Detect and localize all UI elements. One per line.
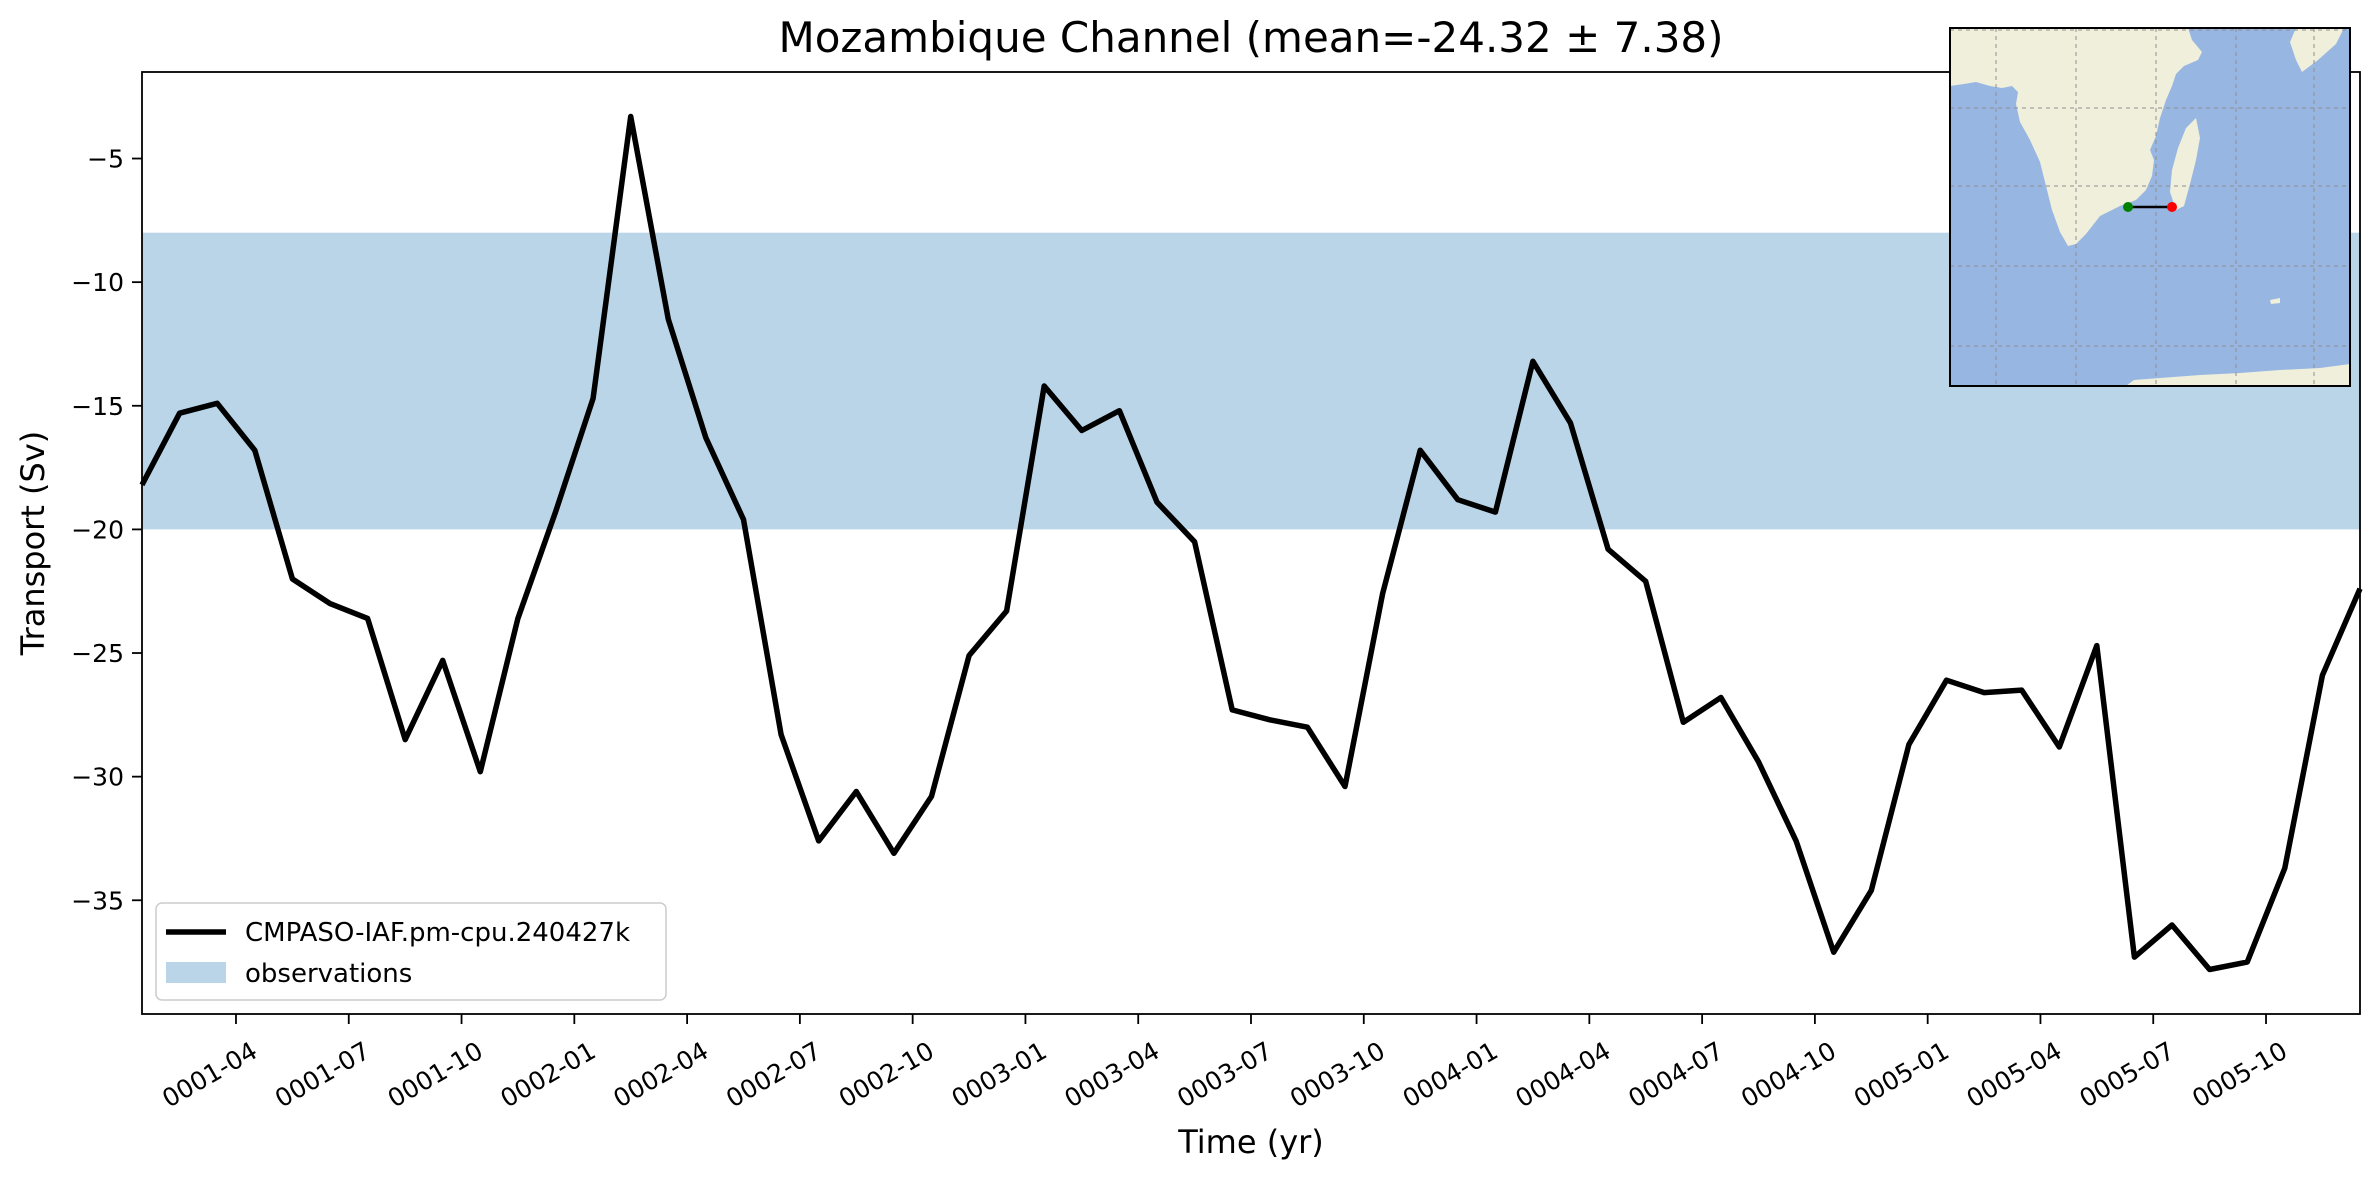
x-tick-label: 0003-10 xyxy=(1285,1036,1390,1113)
x-tick-label: 0005-01 xyxy=(1849,1036,1954,1113)
madagascar xyxy=(2170,118,2200,210)
antarctica-edge xyxy=(2126,364,2350,386)
x-tick-label: 0004-10 xyxy=(1736,1036,1841,1113)
x-tick-label: 0004-04 xyxy=(1511,1036,1616,1113)
x-tick-label: 0005-04 xyxy=(1962,1036,2067,1113)
legend: CMPASO-IAF.pm-cpu.240427k observations xyxy=(155,902,667,1001)
x-tick-label: 0003-04 xyxy=(1059,1036,1164,1113)
x-tick-label: 0005-10 xyxy=(2187,1036,2292,1113)
x-tick-label: 0002-01 xyxy=(496,1036,601,1113)
y-axis: −35 −30 −25 −20 −15 −10 −5 xyxy=(71,145,142,915)
section-end-marker xyxy=(2167,202,2177,212)
inset-map xyxy=(1949,27,2351,387)
x-tick-label: 0001-10 xyxy=(383,1036,488,1113)
x-tick-label: 0001-07 xyxy=(270,1036,375,1113)
chart-title: Mozambique Channel (mean=-24.32 ± 7.38) xyxy=(778,13,1723,62)
x-tick-label: 0005-07 xyxy=(2074,1036,2179,1113)
x-tick-label: 0003-07 xyxy=(1172,1036,1277,1113)
y-tick-label: −20 xyxy=(71,515,124,544)
inset-land xyxy=(1950,28,2350,386)
x-axis-label: Time (yr) xyxy=(1177,1123,1324,1161)
x-tick-label: 0003-01 xyxy=(947,1036,1052,1113)
x-tick-label: 0002-10 xyxy=(834,1036,939,1113)
legend-box xyxy=(155,902,667,1001)
x-tick-label: 0001-04 xyxy=(157,1036,262,1113)
small-island xyxy=(2270,298,2280,304)
x-tick-label: 0002-07 xyxy=(721,1036,826,1113)
y-tick-label: −10 xyxy=(71,268,124,297)
x-tick-label: 0004-07 xyxy=(1623,1036,1728,1113)
series-line-cmpaso xyxy=(139,113,2363,973)
y-tick-label: −35 xyxy=(71,886,124,915)
legend-label-observations: observations xyxy=(245,959,412,989)
arabia-tip xyxy=(2290,28,2344,72)
legend-patch-observations xyxy=(166,962,226,983)
y-axis-label: Transport (Sv) xyxy=(14,431,52,657)
x-tick-label: 0002-04 xyxy=(608,1036,713,1113)
legend-label-cmpaso: CMPASO-IAF.pm-cpu.240427k xyxy=(245,918,630,948)
y-tick-label: −25 xyxy=(71,639,124,668)
section-start-marker xyxy=(2123,202,2133,212)
y-tick-label: −30 xyxy=(71,763,124,792)
x-tick-label: 0004-01 xyxy=(1398,1036,1503,1113)
y-tick-label: −15 xyxy=(71,392,124,421)
inset-frame xyxy=(1949,27,2351,387)
y-tick-label: −5 xyxy=(87,145,124,174)
x-axis: 0001-04 0001-07 0001-10 0002-01 0002-04 0002-… xyxy=(157,1014,2292,1113)
africa-landmass xyxy=(1950,28,2202,246)
